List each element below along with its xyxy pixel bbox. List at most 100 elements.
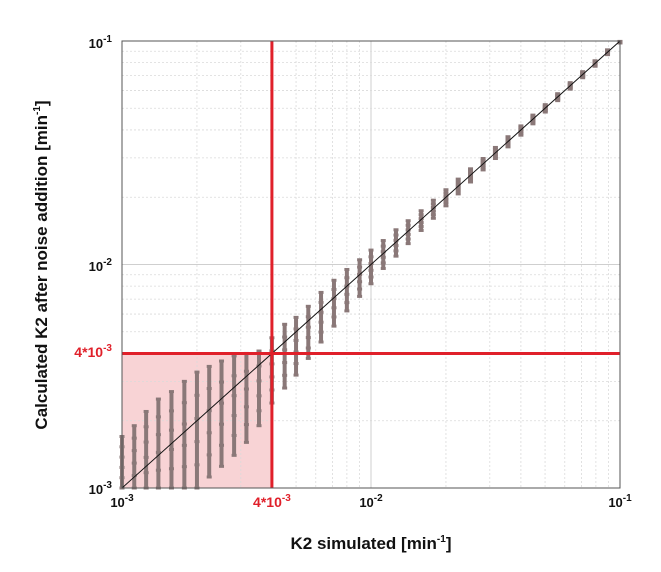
data-point	[344, 301, 350, 305]
y-axis-title: Calculated K2 after noise addition [min-…	[32, 100, 51, 429]
data-point	[505, 143, 511, 147]
data-point-cluster	[144, 411, 149, 488]
data-point-cluster	[282, 324, 287, 389]
data-point	[219, 359, 225, 363]
data-point	[206, 387, 212, 391]
data-point	[542, 103, 548, 107]
data-point	[393, 254, 399, 258]
data-point	[181, 379, 187, 383]
data-point	[256, 409, 262, 413]
x-axis-title: K2 simulated [min-1]	[291, 534, 452, 553]
data-point	[468, 172, 474, 176]
data-point	[181, 443, 187, 447]
data-point	[305, 336, 311, 340]
data-point	[344, 292, 350, 296]
data-point	[282, 373, 288, 377]
data-point	[331, 287, 337, 291]
data-point	[318, 310, 324, 314]
data-point-cluster	[419, 210, 424, 231]
data-point	[331, 324, 337, 328]
data-point	[405, 242, 411, 246]
data-point-cluster	[369, 250, 373, 284]
data-point	[480, 163, 486, 167]
data-point	[331, 315, 337, 319]
data-point	[231, 433, 237, 437]
data-point	[455, 183, 461, 187]
data-point	[418, 225, 424, 229]
data-point	[505, 139, 511, 143]
data-point	[455, 186, 461, 190]
data-point	[530, 120, 536, 124]
data-point	[368, 282, 374, 286]
data-point	[368, 268, 374, 272]
data-point	[357, 280, 363, 284]
data-point	[181, 401, 187, 405]
data-point	[357, 265, 363, 269]
data-point-cluster	[207, 366, 212, 477]
data-point	[155, 433, 161, 437]
data-point	[243, 405, 249, 409]
data-point	[455, 189, 461, 193]
data-point	[443, 191, 449, 195]
data-point	[318, 340, 324, 344]
data-point	[143, 440, 149, 444]
data-point	[206, 364, 212, 368]
data-point-cluster	[344, 269, 349, 311]
data-point	[393, 244, 399, 248]
data-point	[418, 217, 424, 221]
data-point	[380, 261, 386, 265]
data-point-cluster	[357, 259, 362, 297]
data-point	[155, 468, 161, 472]
data-point	[181, 422, 187, 426]
data-point	[430, 205, 436, 209]
data-point-cluster	[169, 391, 174, 488]
data-point-cluster	[294, 317, 299, 376]
data-point	[505, 145, 511, 149]
data-point	[480, 159, 486, 163]
data-point	[256, 424, 262, 428]
y-axis-ticks: 10-3 10-2 10-1 4*10-3	[74, 34, 112, 497]
data-point	[168, 447, 174, 451]
data-point-cluster	[244, 353, 249, 443]
data-point	[443, 194, 449, 198]
data-point	[468, 167, 474, 171]
data-point	[293, 327, 299, 331]
data-point-cluster	[431, 200, 436, 219]
data-point-cluster	[331, 280, 336, 327]
data-point	[181, 465, 187, 469]
data-point	[206, 431, 212, 435]
data-point	[206, 453, 212, 457]
data-point	[143, 471, 149, 475]
data-point	[293, 338, 299, 342]
data-point	[505, 137, 511, 141]
data-point	[393, 228, 399, 232]
data-point	[443, 188, 449, 192]
data-point	[318, 330, 324, 334]
data-point	[468, 177, 474, 181]
data-point	[219, 422, 225, 426]
data-point	[318, 290, 324, 294]
data-point	[492, 154, 498, 158]
data-point	[331, 278, 337, 282]
data-point	[194, 440, 200, 444]
data-point	[380, 239, 386, 243]
x-axis-ticks: 10-3 10-2 10-1 4*10-3	[110, 493, 632, 510]
data-point	[518, 133, 524, 137]
data-point	[443, 197, 449, 201]
data-point	[405, 228, 411, 232]
data-point	[243, 369, 249, 373]
data-point	[344, 267, 350, 271]
data-point	[155, 397, 161, 401]
data-point-cluster	[381, 240, 386, 269]
data-point	[443, 204, 449, 208]
data-point	[131, 461, 137, 465]
data-point	[492, 152, 498, 156]
data-point	[231, 453, 237, 457]
data-point	[380, 250, 386, 254]
data-point	[293, 362, 299, 366]
data-point	[282, 322, 288, 326]
data-point	[455, 180, 461, 184]
data-point-cluster	[319, 292, 324, 343]
data-point	[219, 464, 225, 468]
